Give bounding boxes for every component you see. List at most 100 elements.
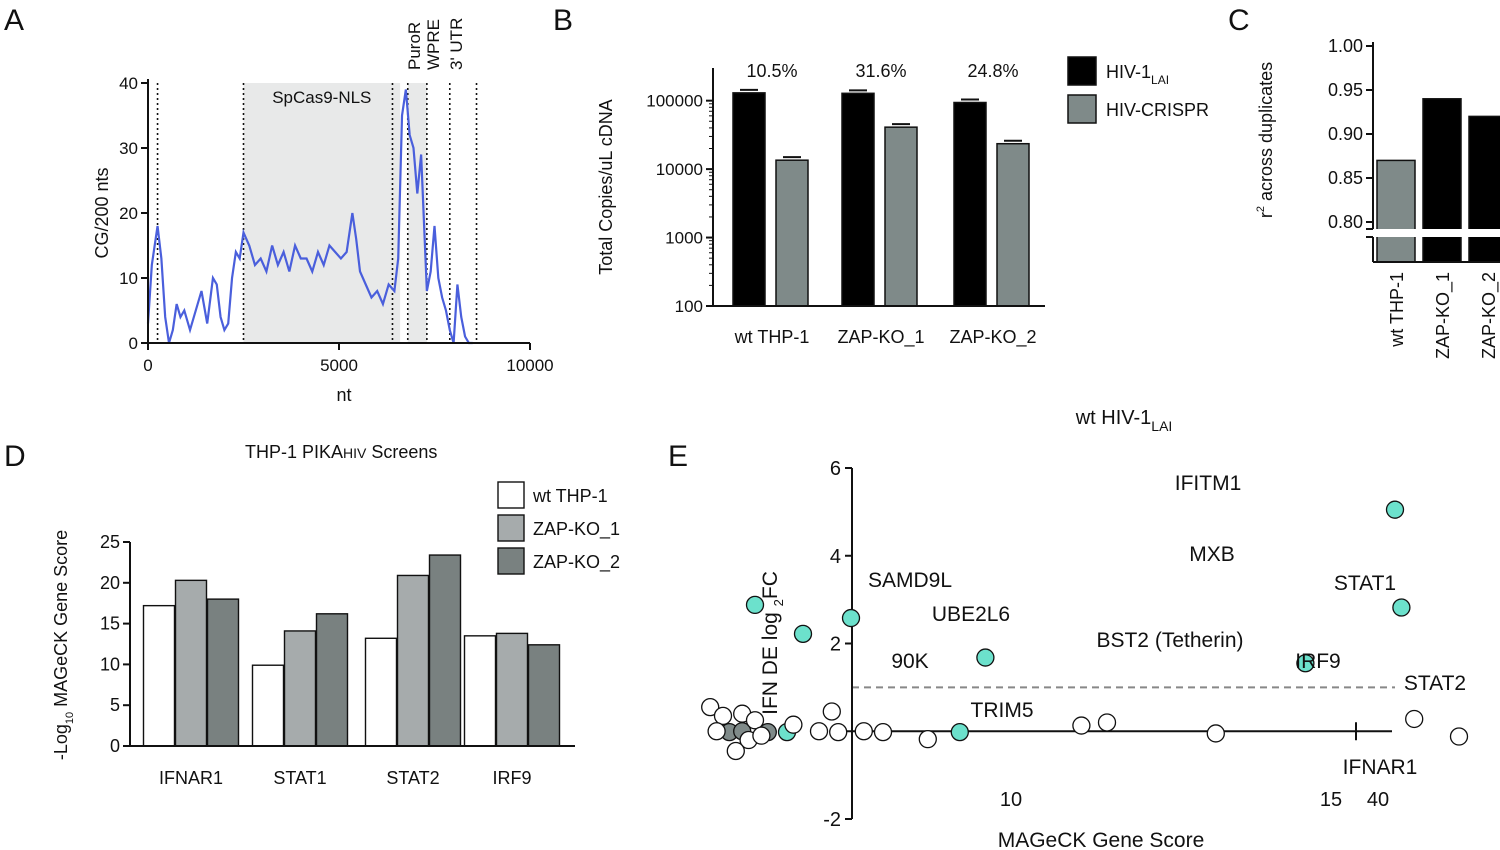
y-tick-label-4: 4 [830,546,841,568]
bar-zap-ko-1-stat2 [396,574,430,747]
bar-zap-ko-1-irf9 [495,632,529,747]
y-tick-label-0.80: 0.80 [1328,212,1363,232]
annotation-percent-wt-thp-1: 10.5% [746,61,797,81]
chart-title-main: wt HIV-1 [1075,407,1152,429]
chart-title-rest: Screens [366,442,437,462]
x-tick-label-zap-ko-2: ZAP-KO_2 [949,327,1036,348]
x-axis-label: MAGeCK Gene Score [998,829,1205,850]
x-tick-label-wt-thp-1: wt THP-1 [734,327,810,347]
y-axis-label-main: IFN DE log [759,606,782,715]
bar-wt-thp-1 [1376,159,1416,263]
point-gene [1072,716,1091,735]
bar-zap-ko-2-stat1 [315,613,349,747]
legend-label-hiv-1: HIV-1LAI [1106,62,1169,87]
annotation-percent-zap-ko-1: 31.6% [855,61,906,81]
region-spcas9-nls [243,83,401,343]
point-label-ube2l6: UBE2L6 [932,603,1010,626]
point-gene [822,702,841,721]
axis-break-gap [1361,229,1500,237]
y-axis-label: CG/200 nts [92,167,112,258]
legend-label-main: HIV-CRISPR [1106,100,1209,120]
y-tick-label-6: 6 [830,458,841,480]
bar-wt-thp-1-stat1 [251,664,285,747]
y-tick-label-40: 40 [119,74,138,93]
point-gene [918,729,937,749]
y-tick-label-2: -2 [823,809,841,831]
y-tick-label-10000: 10000 [656,160,703,179]
point-gene [873,722,893,742]
x-tick-label-wt-thp-1: wt THP-1 [1387,272,1407,348]
y-tick-label-30: 30 [119,139,138,158]
y-axis-label-rest: MAGeCK Gene Score [51,530,71,712]
y-tick-label-20: 20 [119,204,138,223]
point-gene [701,697,720,717]
bar-wt-thp-1-irf9 [463,635,497,747]
y-tick-label-0: 0 [110,736,120,756]
bar-zap-ko-1 [1422,98,1462,263]
y-tick-label-1.00: 1.00 [1328,36,1363,56]
panel-a-cg-density-chart: SpCas9-NLS PuroR WPRE 3' UTR 0 10 20 30 40 0 5000 1… [92,18,554,405]
bar-zap-ko-2 [1468,115,1500,263]
bar-hiv-1-wt-thp-1 [732,92,766,307]
chart-title: THP-1 PIKAHIV Screens [245,442,437,462]
legend-swatch-wt-thp-1 [497,481,525,509]
point-90k [793,624,813,643]
y-axis-label-rest: FC [759,571,782,599]
bar-zap-ko-2-ifnar1 [206,598,240,747]
y-tick-label-1000: 1000 [665,229,703,248]
y-tick-label-25: 25 [100,532,120,552]
bar-wt-thp-1-ifnar1 [142,604,176,747]
point-gene [713,706,733,726]
y-tick-label-0.90: 0.90 [1328,124,1363,144]
point-gene [1206,724,1225,743]
legend-label-hiv-crispr: HIV-CRISPR [1106,100,1209,120]
boundary-label-wpre: WPRE [424,19,443,70]
boundary-label-3-utr: 3' UTR [447,18,466,70]
chart-title: wt HIV-1LAI [1075,407,1173,434]
panel-letter-e: E [668,440,688,473]
point-ifitm1 [1385,500,1405,519]
point-gene [1405,709,1424,729]
y-tick-label-5: 5 [110,695,120,715]
point-gene [829,722,848,742]
chart-title-main: THP-1 PIKA [245,442,343,462]
bar-zap-ko-1-ifnar1 [174,579,208,747]
x-tick-label-zap-ko-1: ZAP-KO_1 [837,327,924,348]
legend-label-subscript: LAI [1151,73,1169,87]
bar-zap-ko-1-stat1 [283,630,317,747]
point-label-90k: 90K [891,650,928,673]
bar-zap-ko-2-stat2 [428,554,462,747]
x-tick-label-stat2: STAT2 [386,768,439,788]
y-tick-label-20: 20 [100,573,120,593]
y-tick-label-0.85: 0.85 [1328,168,1363,188]
point-trim5 [976,648,995,667]
point-label-mxb: MXB [1189,543,1235,566]
panel-c-r2-bar-chart: wt THP-1 ZAP-KO_1 ZAP-KO_2 0.80 0.85 0.90 0.95… [1255,36,1500,359]
x-tick-label-5000: 5000 [320,356,358,375]
point-label-irf9: IRF9 [1295,650,1341,673]
bar-hiv-crispr-zap-ko-2 [996,142,1030,307]
point-gene [950,722,969,742]
point-gene [707,722,726,741]
panel-letter-a: A [4,4,24,37]
cg-density-line [146,89,473,345]
legend-swatch-zap-ko-1 [497,514,525,542]
y-axis-label-subscript: 10 [64,712,76,724]
y-axis-label-r: r [1256,212,1276,218]
point-gene [745,711,765,730]
chart-title-smallcaps: HIV [343,445,367,461]
point-gene [784,715,803,734]
x-tick-label-zap-ko-2: ZAP-KO_2 [1479,272,1500,359]
x-tick-label-ifnar1: IFNAR1 [159,768,223,788]
chart-title-subscript: LAI [1151,418,1172,434]
y-axis-label-rest: across duplicates [1256,62,1276,206]
point-label-stat2: STAT2 [1404,672,1466,695]
legend-swatch-hiv-crispr [1067,94,1097,124]
point-label-bst2-tetherin: BST2 (Tetherin) [1096,629,1243,652]
point-gene [809,722,829,741]
point-gene [752,726,771,745]
x-tick-label-10000: 10000 [506,356,553,375]
legend-swatch-zap-ko-2 [497,547,525,575]
bar-hiv-crispr-wt-thp-1 [775,159,809,307]
